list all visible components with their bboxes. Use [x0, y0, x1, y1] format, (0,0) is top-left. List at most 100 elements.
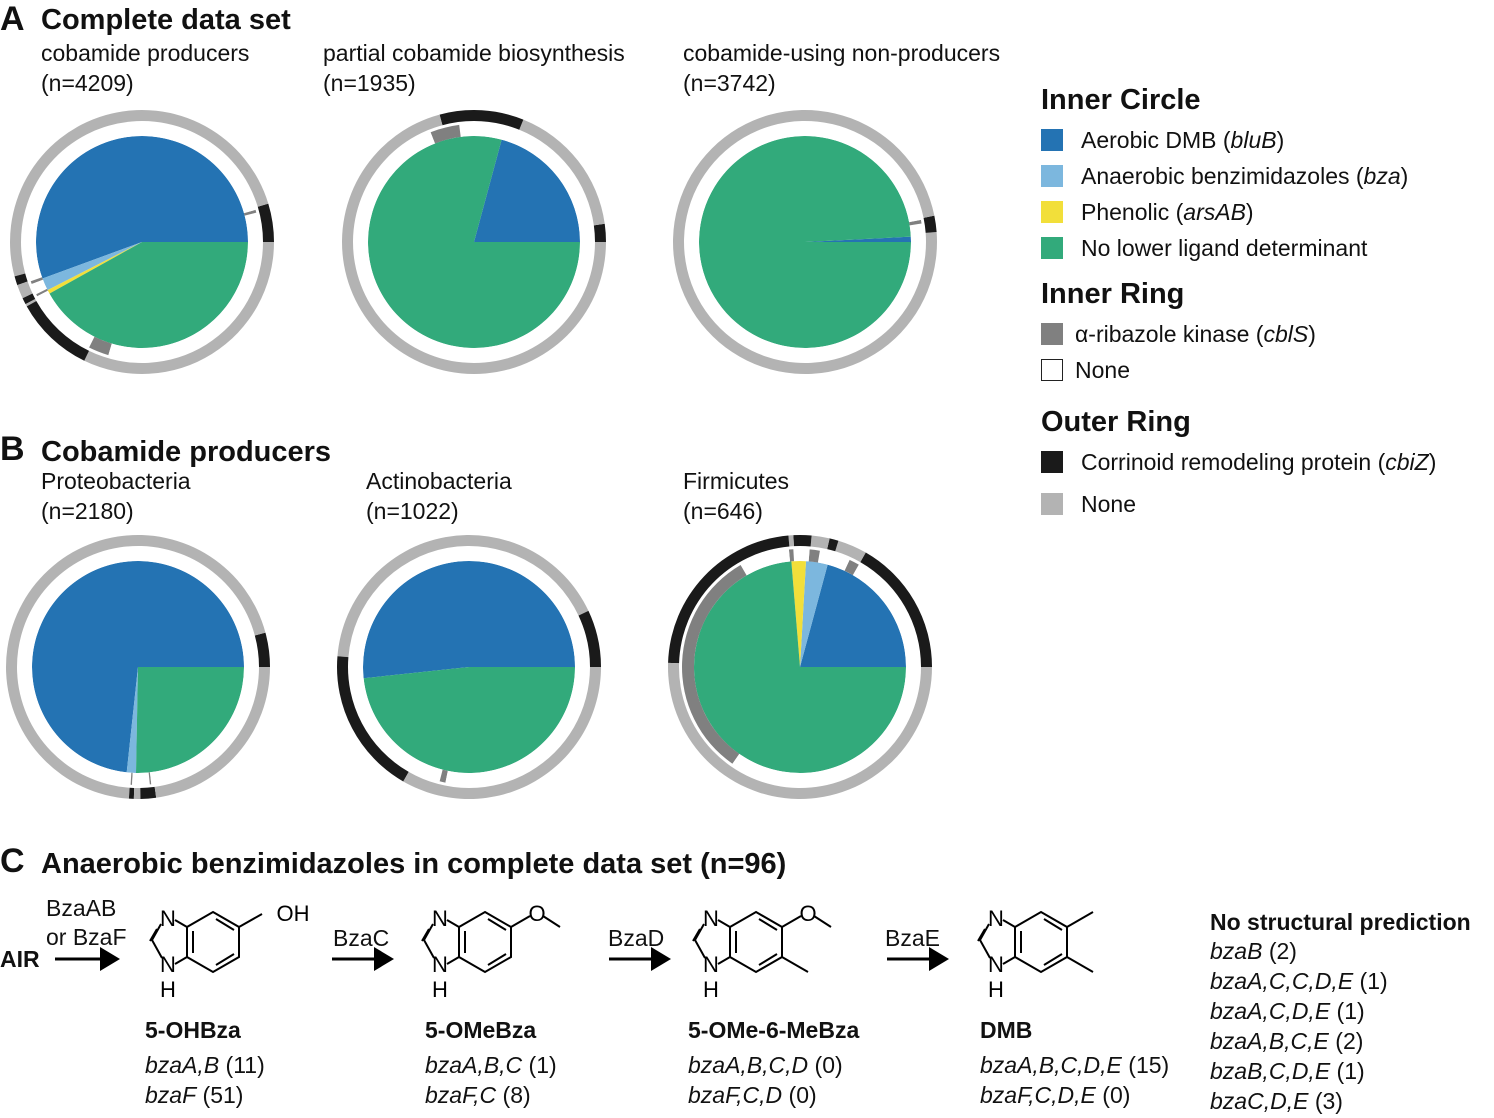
legend-label: α-ribazole kinase (cblS) [1075, 321, 1316, 347]
atom-nh: N [703, 952, 719, 977]
pie-slice-no-determinant [693, 561, 906, 774]
atom-nh: N [432, 952, 448, 977]
outer-ring-segment-cbiZ [254, 632, 270, 667]
outer-ring-segment-outer-none [154, 667, 270, 798]
compound-block: 5-OMeBza bzaA,B,C (1) bzaF,C (8) [425, 1016, 557, 1110]
outer-ring-segment-cbiZ [14, 273, 28, 286]
outer-ring-segment-outer-none [25, 298, 37, 307]
inner-ring-segment-inner-none [740, 549, 791, 576]
compound-name: 5-OHBza [145, 1017, 241, 1043]
pie-slice-aerobic-dmb [805, 236, 911, 242]
atom-o: O [799, 901, 816, 926]
legend-item: Phenolic (arsAB) [1041, 198, 1254, 226]
outer-ring-segment-cbiZ [26, 300, 90, 361]
legend-label: Corrinoid remodeling protein (cbiZ) [1081, 449, 1437, 475]
atom-h: H [988, 977, 1004, 1002]
pie-slice-no-determinant [368, 136, 580, 348]
panel-a-letter: A [0, 0, 25, 38]
legend-swatch [1041, 323, 1063, 345]
atom-n: N [432, 906, 448, 931]
inner-ring-segment-cblS [682, 565, 747, 764]
pie-slice-no-determinant [698, 135, 911, 348]
bond [692, 919, 731, 965]
panel-c-letter: C [0, 842, 25, 880]
atom-n: N [703, 906, 719, 931]
legend-heading: Inner Ring [1041, 278, 1185, 310]
arrowhead-icon [929, 947, 949, 971]
compound-block: 5-OHBza bzaA,B (11) bzaF (51) [145, 1016, 265, 1110]
pie-chart [6, 535, 270, 800]
outer-ring-segment-cbiZ [439, 110, 524, 130]
enzyme-label: BzaAB [46, 895, 117, 921]
pie-title: cobamide producers (n=4209) [41, 40, 250, 96]
enzyme-label: BzaC [333, 925, 390, 951]
bond [510, 915, 561, 928]
legend-item: Aerobic DMB (bluB) [1041, 126, 1284, 154]
outer-ring-segment-outer-none [788, 535, 794, 547]
bond [977, 919, 1016, 965]
inner-ring-segment-inner-none [149, 667, 256, 785]
gene-count: bzaA,B,C (1) [425, 1052, 557, 1078]
arrowhead-icon [374, 947, 394, 971]
gene-count: bzaB,C,D,E (1) [1210, 1058, 1365, 1084]
legend-label: None [1075, 357, 1130, 383]
bond [421, 919, 460, 965]
inner-ring-segment-cblS [148, 772, 152, 785]
bond [149, 919, 188, 965]
legend-swatch [1041, 493, 1063, 515]
gene-count: bzaF (51) [145, 1082, 244, 1108]
inner-ring-segment-inner-none [445, 667, 587, 785]
pie-slice-no-determinant [49, 242, 249, 348]
outer-ring-segment-outer-none [810, 535, 830, 550]
inner-ring-segment-inner-none [459, 124, 592, 242]
compound-block: DMB bzaA,B,C,D,E (15) bzaF,C,D,E (0) [980, 1016, 1169, 1110]
bond [781, 915, 832, 928]
inner-ring-segment-cblS [844, 559, 859, 576]
legend-item: α-ribazole kinase (cblS) [1041, 320, 1316, 348]
outer-ring-segment-outer-none [403, 667, 601, 799]
legend-swatch [1041, 201, 1063, 223]
inner-ring-segment-cblS [788, 549, 795, 562]
pie-slice-aerobic-dmb [36, 136, 248, 279]
outer-ring-segment-outer-none [337, 534, 589, 658]
inner-ring-segment-cblS [130, 772, 133, 785]
bond [458, 910, 512, 974]
pie-title: partial cobamide biosynthesis (n=1935) [323, 40, 625, 96]
outer-ring-segment-outer-none [84, 242, 275, 374]
gene-count: bzaA,B (11) [145, 1052, 265, 1078]
inner-ring-segment-cblS [36, 288, 48, 297]
substrate-air: AIR [0, 946, 40, 972]
inner-ring-segment-cblS [808, 549, 820, 563]
legend-label: Aerobic DMB (bluB) [1081, 127, 1285, 153]
outer-ring-segment-cbiZ [22, 293, 36, 305]
pie-slice-aerobic-dmb [363, 561, 575, 679]
outer-ring-segment-cbiZ [578, 610, 601, 667]
outer-ring-segment-outer-none [133, 787, 141, 800]
outer-ring-segment-cbiZ [337, 656, 409, 782]
atom-h: H [160, 977, 176, 1002]
compound-block: 5-OMe-6-MeBza bzaA,B,C,D (0) bzaF,C,D (0) [688, 1016, 859, 1110]
legend-label: Phenolic (arsAB) [1081, 199, 1254, 225]
bond [464, 918, 507, 966]
atom-n: N [160, 906, 176, 931]
bond [1014, 910, 1068, 974]
pie-chart [337, 534, 601, 799]
outer-ring-segment-cbiZ [257, 203, 274, 242]
bond [1066, 911, 1094, 928]
panel-b-title: Cobamide producers [41, 436, 332, 468]
pie-slice-anaerobic-bza [42, 242, 142, 291]
pie-chart [672, 110, 937, 374]
pie-slice-aerobic-dmb [31, 561, 245, 773]
bond [735, 918, 778, 966]
legend-item: None [1041, 490, 1136, 518]
outer-ring-segment-cbiZ [923, 215, 937, 233]
gene-count: bzaA,B,C,D (0) [688, 1052, 843, 1078]
gene-count: bzaC,D,E (3) [1210, 1088, 1343, 1114]
pie-title: Firmicutes (n=646) [683, 468, 790, 524]
panel-a-title: Complete data set [41, 4, 291, 36]
gene-count: bzaF,C,D (0) [688, 1082, 817, 1108]
bond [1020, 918, 1063, 966]
